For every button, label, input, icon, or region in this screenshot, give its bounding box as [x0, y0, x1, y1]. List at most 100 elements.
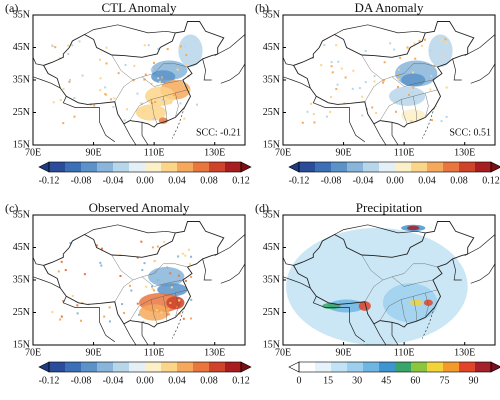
station-dot	[57, 270, 60, 273]
colorbar-bin	[299, 162, 316, 172]
map-content	[283, 221, 495, 345]
x-tick-label: 130E	[454, 347, 475, 358]
colorbar-bin	[315, 362, 332, 372]
station-dot	[129, 284, 132, 287]
station-dot	[301, 121, 304, 124]
colorbar-tick-label: 0.12	[232, 375, 250, 386]
colorbar-bin	[299, 362, 316, 372]
border-line	[202, 58, 212, 81]
station-dot	[184, 279, 187, 282]
colorbar-bin	[443, 362, 460, 372]
station-dot	[411, 91, 414, 94]
station-dot	[60, 260, 63, 263]
station-dot	[143, 78, 146, 81]
station-dot	[313, 121, 316, 124]
station-dot	[375, 111, 378, 114]
province-line	[413, 296, 417, 322]
station-dot	[105, 46, 108, 49]
map-frame	[282, 14, 496, 146]
colorbar-bin	[459, 362, 476, 372]
field-patch	[151, 70, 176, 84]
station-dot	[123, 311, 126, 314]
colorbar-tick-label: 30	[352, 375, 362, 386]
province-line	[425, 92, 429, 118]
station-dot	[168, 313, 171, 316]
colorbar-end	[288, 161, 300, 173]
field-patch	[135, 104, 167, 121]
colorbar-bin	[427, 162, 444, 172]
station-dot	[152, 117, 155, 120]
x-tick-label: 90E	[336, 347, 352, 358]
colorbar-end	[490, 361, 500, 373]
station-dot	[335, 44, 338, 47]
station-dot	[411, 71, 414, 74]
border-line	[123, 123, 137, 145]
border-line	[312, 96, 366, 143]
y-tick-label: 25N	[13, 107, 30, 118]
colorbar-end	[288, 361, 300, 373]
field-patch	[145, 86, 176, 106]
province-line	[163, 96, 167, 122]
x-tick-label: 110E	[394, 147, 415, 158]
colorbar-bin	[379, 162, 396, 172]
x-tick-label: 110E	[144, 347, 165, 358]
panel-title: DA Anomaly	[355, 0, 424, 15]
station-dot	[418, 39, 421, 42]
station-dot	[178, 299, 181, 302]
station-dot	[99, 77, 102, 80]
colorbar-bin	[113, 362, 130, 372]
x-tick-label: 70E	[25, 347, 41, 358]
station-dot	[152, 289, 155, 292]
station-dot	[169, 272, 172, 275]
annotation: SCC: 0.51	[449, 127, 491, 138]
colorbar-bin	[161, 362, 178, 372]
station-dot	[187, 88, 190, 91]
station-dot	[145, 285, 148, 288]
station-dot	[157, 48, 160, 51]
dashed-border	[172, 107, 185, 139]
station-dot	[172, 94, 175, 97]
station-dot	[141, 269, 144, 272]
border-line	[464, 234, 495, 256]
colorbar-frame	[48, 161, 242, 173]
station-dot	[151, 246, 154, 249]
station-dot	[352, 69, 355, 72]
y-tick-label: 35N	[263, 274, 280, 285]
y-tick-label: 55N	[263, 9, 280, 20]
colorbar-bin	[145, 362, 162, 372]
province-line	[129, 289, 188, 321]
station-dot	[185, 54, 188, 57]
colorbar-end	[38, 161, 50, 173]
station-dot	[104, 86, 107, 89]
border-line	[452, 258, 462, 281]
border-line	[373, 123, 387, 145]
station-dot	[393, 48, 396, 51]
colorbar-bin	[395, 162, 412, 172]
station-dot	[178, 312, 181, 315]
colorbar-bin	[177, 162, 194, 172]
border-line	[470, 263, 495, 284]
colorbar-bin	[347, 162, 364, 172]
station-dot	[413, 42, 416, 45]
station-dot	[412, 86, 415, 89]
station-dot	[195, 103, 198, 106]
station-dot	[73, 115, 76, 118]
map-frame	[32, 214, 246, 346]
dashed-border	[422, 107, 435, 139]
station-dot	[71, 294, 74, 297]
colorbar-end	[490, 161, 500, 173]
colorbar-bin	[443, 162, 460, 172]
station-dot	[166, 266, 169, 269]
station-dot	[185, 64, 188, 67]
colorbar-bin	[315, 162, 332, 172]
station-dot	[136, 302, 139, 305]
station-dot	[153, 260, 156, 263]
station-dot	[179, 102, 182, 105]
province-line	[175, 92, 179, 118]
station-dot	[325, 115, 328, 118]
x-tick-label: 70E	[25, 147, 41, 158]
station-dot	[121, 303, 124, 306]
x-tick-label: 70E	[275, 347, 291, 358]
colorbar-tick-label: 0.12	[232, 175, 250, 186]
station-dot	[69, 242, 72, 245]
